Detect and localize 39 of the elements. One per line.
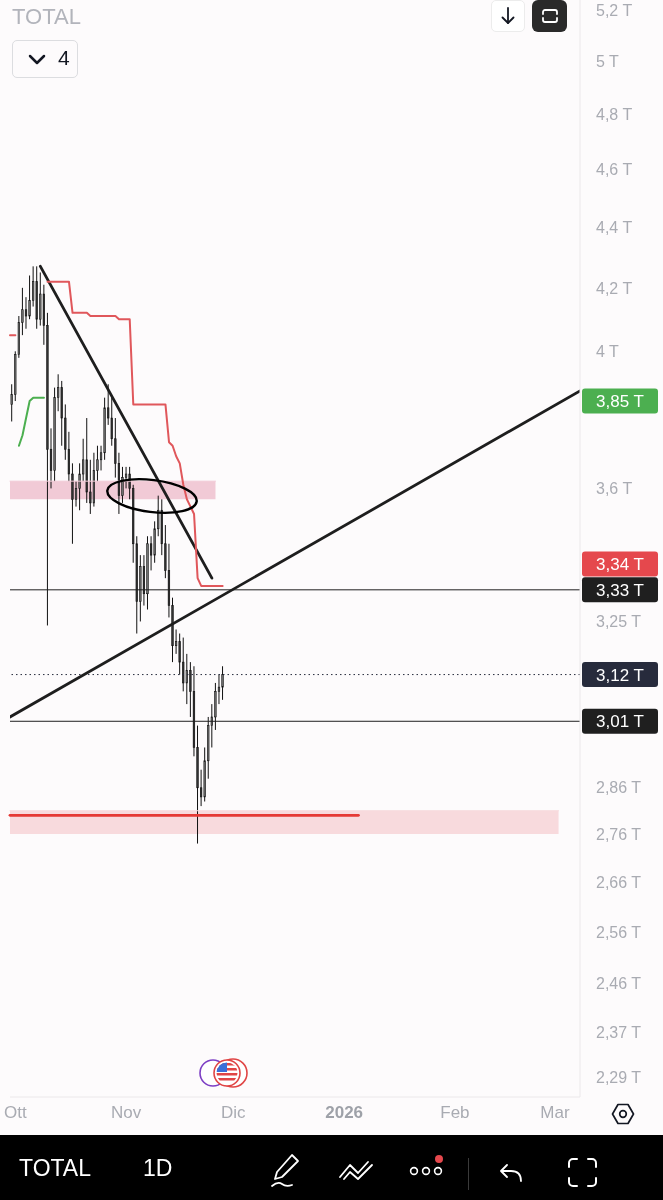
dropdown-button: 4 bbox=[12, 40, 78, 78]
y-tick-label: 5 T bbox=[596, 52, 620, 70]
y-tick-label: 2,46 T bbox=[596, 975, 642, 993]
y-tick-label: 2,37 T bbox=[596, 1023, 642, 1041]
chart-title: TOTAL bbox=[12, 4, 82, 30]
x-tick-label: Ott bbox=[4, 1103, 27, 1122]
x-tick-label: Feb bbox=[440, 1103, 470, 1122]
toolbar: TOTAL 1D bbox=[0, 1135, 663, 1200]
y-tick-label: 4,2 T bbox=[596, 279, 633, 297]
candlestick bbox=[121, 466, 124, 504]
x-tick-label: Dic bbox=[221, 1103, 247, 1122]
x-tick-label: Nov bbox=[111, 1103, 142, 1122]
y-tick-label: 3,6 T bbox=[596, 480, 633, 498]
line-series bbox=[46, 280, 224, 587]
y-tick-label: 4 T bbox=[596, 343, 620, 360]
y-tick-label: 2,76 T bbox=[596, 825, 642, 843]
ref-line-label: 3,01 T bbox=[596, 712, 644, 732]
x-tick-label: 2026 bbox=[325, 1103, 364, 1122]
y-tick-label: 5,2 T bbox=[596, 1, 633, 19]
x-tick-label: Mar bbox=[540, 1103, 570, 1122]
text: 3,85 T bbox=[596, 391, 644, 411]
ref-line-label: 3,33 T bbox=[596, 580, 644, 600]
y-tick-label: 2,29 T bbox=[596, 1068, 642, 1086]
candlestick bbox=[185, 653, 188, 705]
annotation: 4 bbox=[58, 46, 70, 70]
candlestick bbox=[24, 296, 28, 330]
y-tick-label: 2,86 T bbox=[596, 779, 642, 797]
text: 3,34 T bbox=[596, 554, 644, 574]
line-series bbox=[17, 396, 45, 447]
y-tick-label: 4,4 T bbox=[596, 218, 633, 236]
y-tick-label: 4,8 T bbox=[596, 105, 633, 123]
candlestick bbox=[221, 665, 224, 701]
y-tick-label: 3,25 T bbox=[596, 613, 642, 631]
candlestick bbox=[89, 459, 92, 515]
candlestick bbox=[78, 462, 81, 511]
ref-line-label: 3,12 T bbox=[596, 665, 644, 685]
y-tick-label: 2,56 T bbox=[596, 923, 642, 941]
y-tick-label: 4,6 T bbox=[596, 161, 633, 179]
y-tick-label: 2,66 T bbox=[596, 873, 642, 891]
